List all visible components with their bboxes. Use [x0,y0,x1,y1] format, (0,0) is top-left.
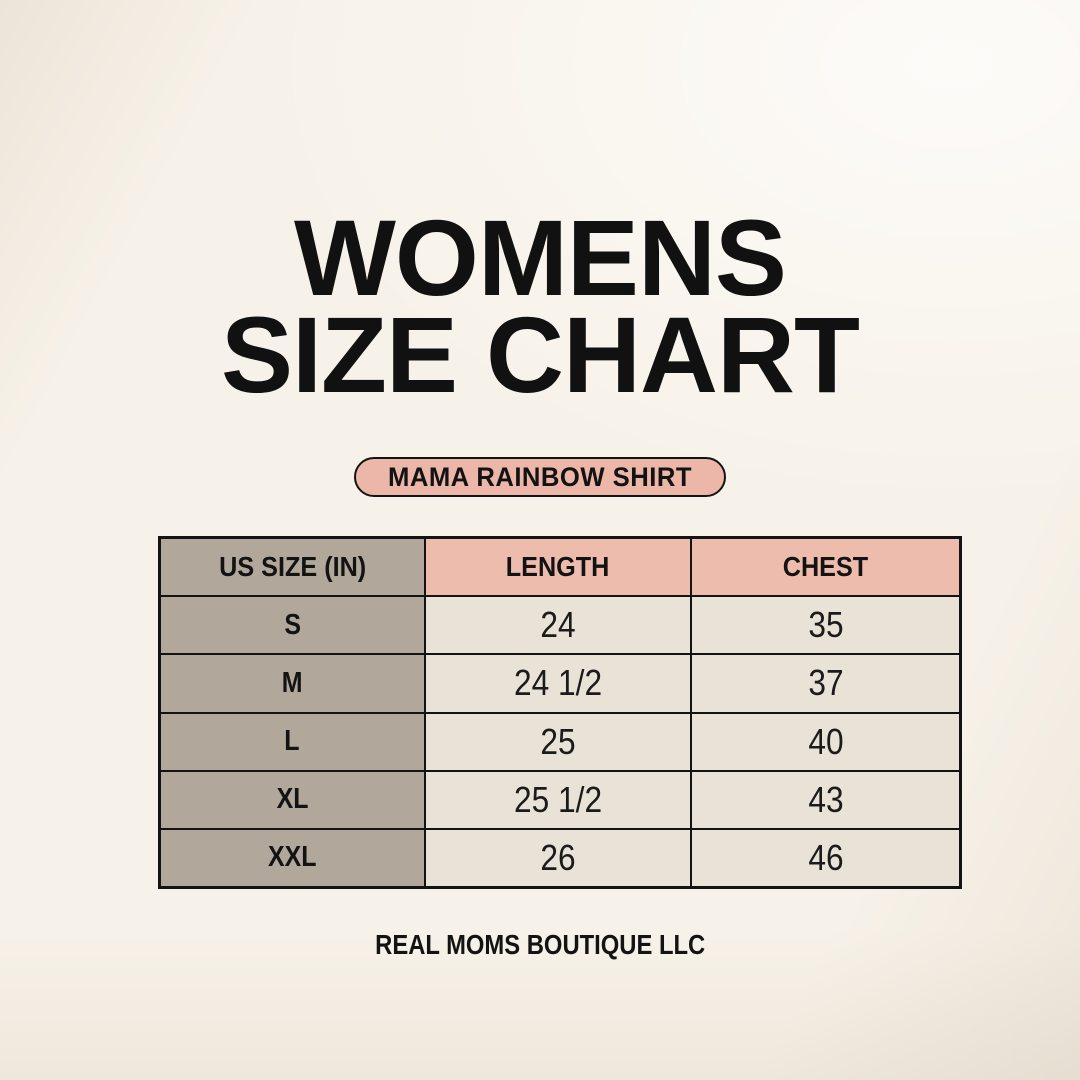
length-value-xxl: 26 [425,829,691,886]
chest-value-l: 40 [692,713,959,770]
column-header-us-size: US SIZE (IN) [161,539,424,596]
chest-value-m: 37 [692,655,959,712]
row-label-m: M [161,655,424,712]
product-badge: MAMA RAINBOW SHIRT [354,457,726,497]
product-badge-row: MAMA RAINBOW SHIRT [0,457,1080,497]
page-title: WOMENS SIZE CHART [0,197,1080,415]
length-value-l: 25 [425,713,691,770]
chest-value-xl: 43 [692,771,959,828]
column-header-length: LENGTH [425,539,691,596]
size-chart-table: US SIZE (IN) LENGTH CHEST S 24 35 M 24 1… [158,536,962,889]
row-label-l: L [161,713,424,770]
product-badge-label: MAMA RAINBOW SHIRT [388,462,692,492]
length-value-m: 24 1/2 [425,655,691,712]
row-label-xxl: XXL [161,829,424,886]
row-label-xl: XL [161,771,424,828]
length-value-xl: 25 1/2 [425,771,691,828]
brand-name: REAL MOMS BOUTIQUE LLC [374,929,706,960]
page-title-line-1: WOMENS [294,197,787,318]
length-value-s: 24 [425,597,691,654]
row-label-s: S [161,597,424,654]
brand-footer: REAL MOMS BOUTIQUE LLC [0,929,1080,961]
chest-value-s: 35 [692,597,959,654]
column-header-chest: CHEST [692,539,959,596]
chest-value-xxl: 46 [692,829,959,886]
page-title-line-2: SIZE CHART [221,294,860,415]
